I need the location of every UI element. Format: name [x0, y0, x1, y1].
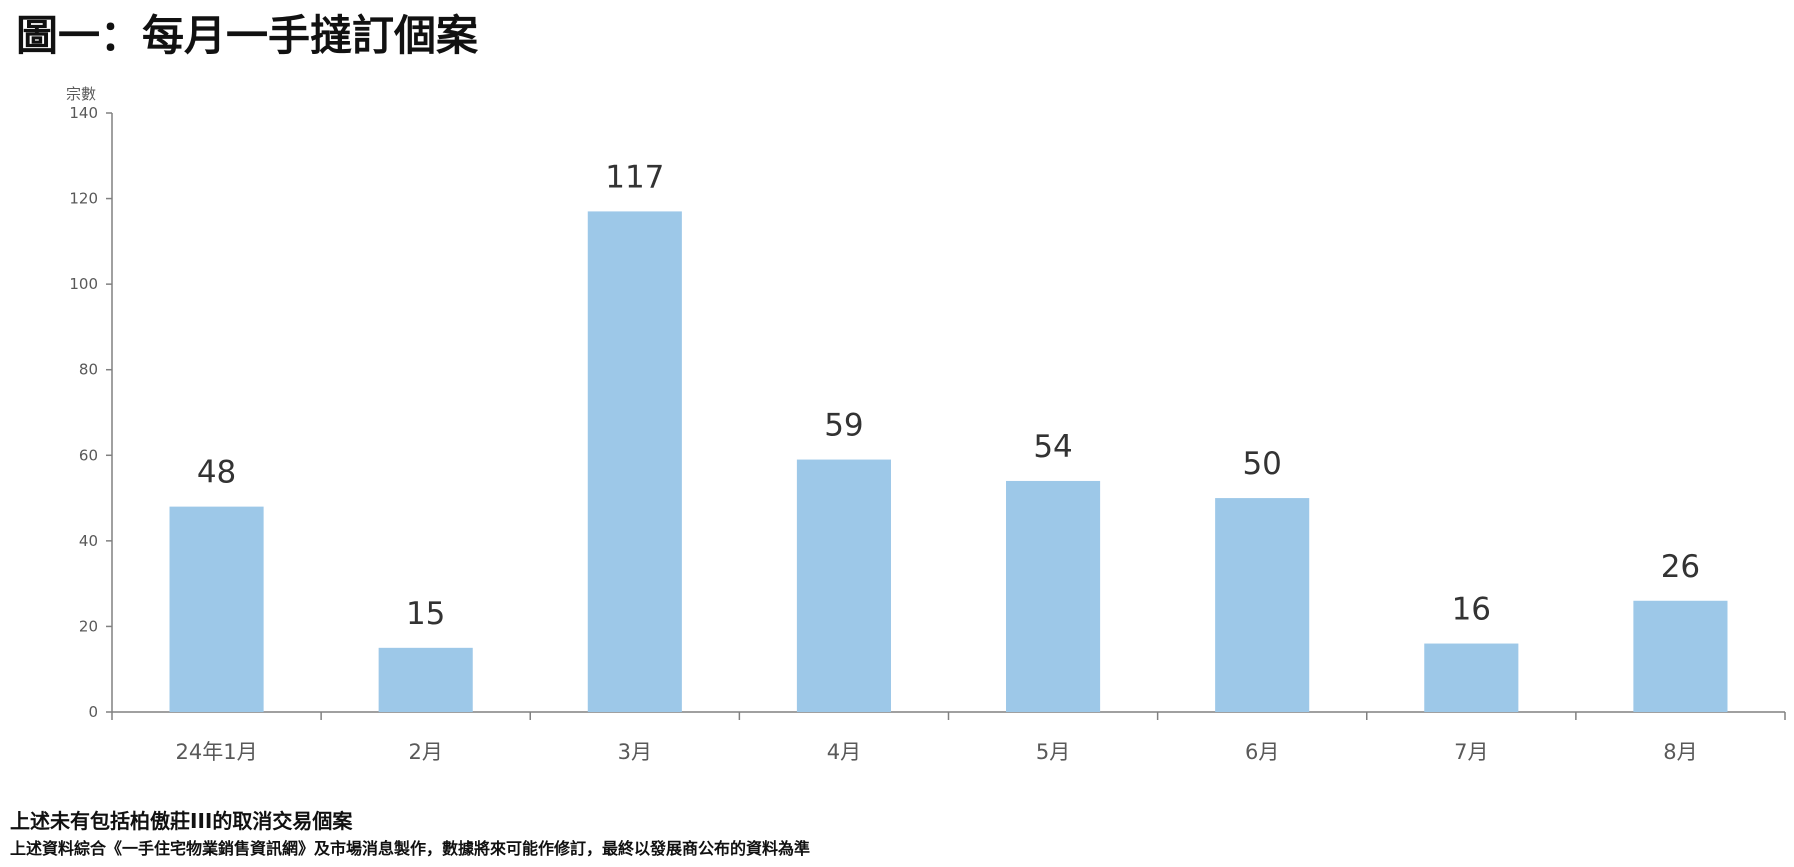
data-label: 50: [1242, 446, 1281, 482]
bar: [796, 459, 891, 712]
data-label: 59: [824, 408, 863, 444]
bar: [1633, 600, 1728, 712]
bar: [378, 647, 473, 712]
y-axis-title: 宗數: [66, 85, 96, 103]
x-tick-label: 3月: [618, 740, 652, 764]
footnote: 上述未有包括柏傲莊III的取消交易個案: [10, 809, 353, 833]
y-tick-label: 40: [79, 532, 98, 550]
y-tick-label: 80: [79, 361, 98, 379]
data-label: 117: [605, 159, 664, 195]
y-tick-label: 60: [79, 446, 98, 464]
bar: [1215, 498, 1310, 712]
y-tick-label: 140: [69, 104, 98, 122]
bar: [587, 211, 682, 712]
bar: [1424, 643, 1519, 712]
data-label: 48: [197, 455, 236, 491]
x-tick-label: 8月: [1663, 740, 1697, 764]
x-tick-label: 7月: [1454, 740, 1488, 764]
y-tick-label: 120: [69, 190, 98, 208]
x-tick-label: 4月: [827, 740, 861, 764]
chart-title: 圖一：每月一手撻訂個案: [16, 11, 479, 60]
data-label: 16: [1452, 592, 1491, 628]
data-label: 15: [406, 596, 445, 632]
bar: [169, 506, 264, 712]
x-tick-label: 5月: [1036, 740, 1070, 764]
x-tick-label: 6月: [1245, 740, 1279, 764]
data-label: 26: [1661, 549, 1700, 585]
x-tick-label: 24年1月: [176, 740, 258, 764]
y-tick-label: 0: [88, 703, 98, 721]
y-tick-label: 20: [79, 617, 98, 635]
bar: [1006, 480, 1101, 712]
y-tick-label: 100: [69, 275, 98, 293]
x-tick-label: 2月: [409, 740, 443, 764]
source-note: 上述資料綜合《一手住宅物業銷售資訊網》及市場消息製作，數據將來可能作修訂，最終以…: [10, 839, 811, 858]
data-label: 54: [1033, 429, 1072, 465]
